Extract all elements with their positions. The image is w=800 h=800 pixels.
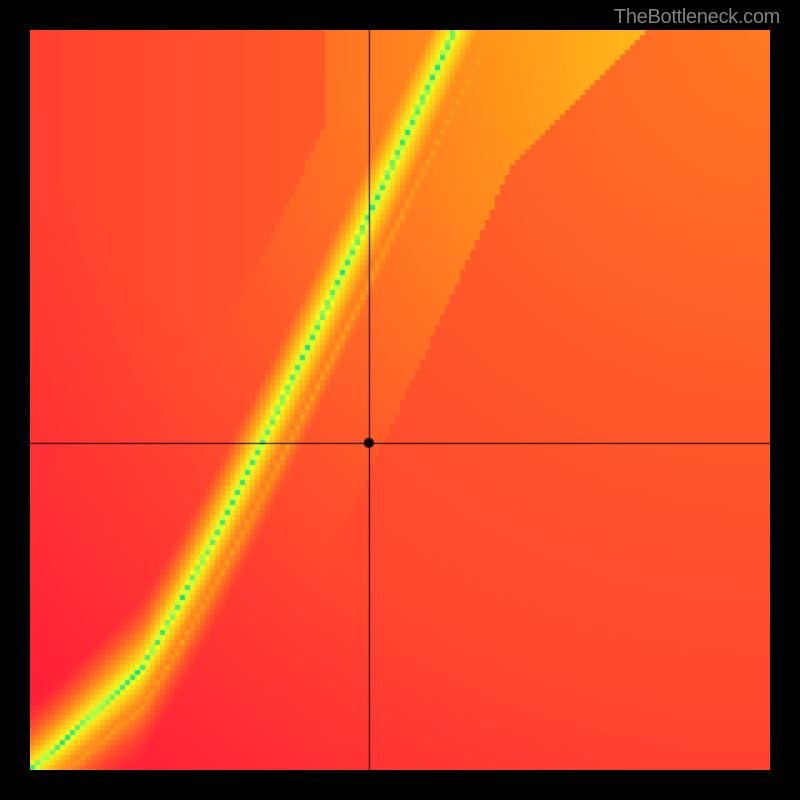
plot-frame (30, 30, 770, 770)
chart-container: TheBottleneck.com (0, 0, 800, 800)
bottleneck-heatmap (30, 30, 770, 770)
attribution-label: TheBottleneck.com (614, 6, 780, 29)
